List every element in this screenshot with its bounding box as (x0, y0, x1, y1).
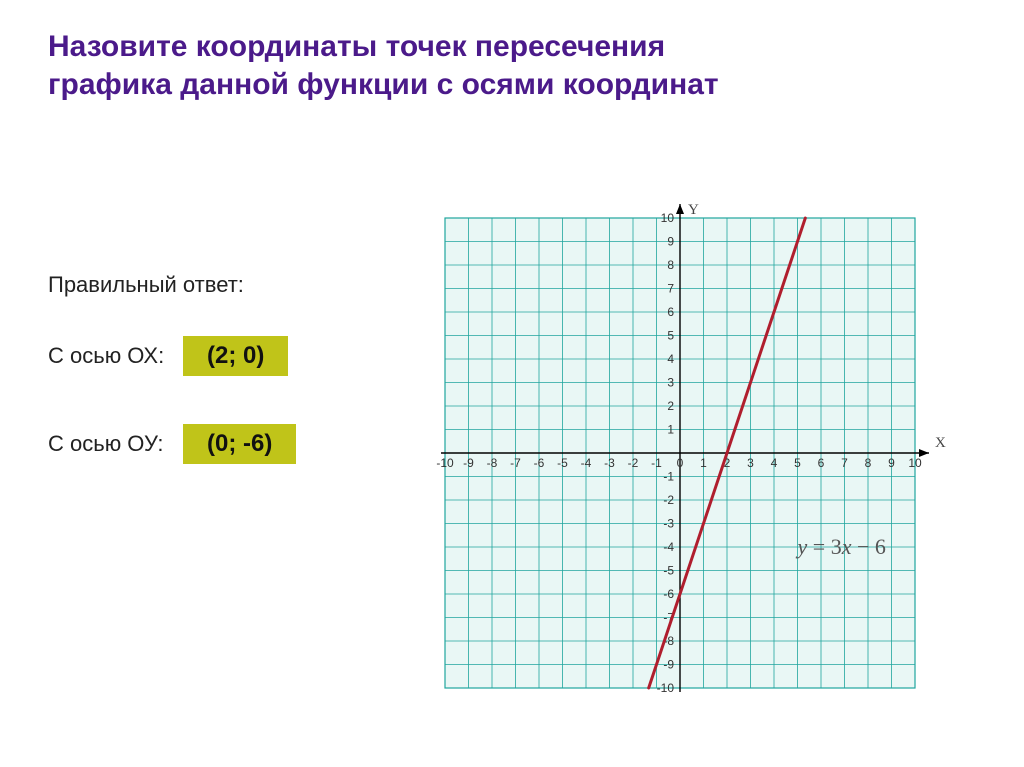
answers-block: Правильный ответ: С осью ОХ: (2; 0) С ос… (48, 272, 388, 512)
oy-row: С осью ОУ: (0; -6) (48, 424, 388, 464)
svg-text:-6: -6 (534, 456, 545, 470)
svg-text:10: 10 (908, 456, 922, 470)
ox-value-highlight: (2; 0) (183, 336, 288, 376)
svg-text:0: 0 (677, 456, 684, 470)
svg-text:-6: -6 (663, 587, 674, 601)
svg-text:Y: Y (688, 202, 699, 218)
svg-text:-2: -2 (628, 456, 639, 470)
svg-text:9: 9 (667, 235, 674, 249)
svg-text:-7: -7 (510, 456, 521, 470)
svg-text:4: 4 (771, 456, 778, 470)
svg-text:2: 2 (667, 399, 674, 413)
svg-text:3: 3 (747, 456, 754, 470)
svg-text:-9: -9 (463, 456, 474, 470)
svg-text:-10: -10 (436, 456, 454, 470)
svg-text:10: 10 (661, 211, 675, 225)
page-title: Назовите координаты точек пересечения гр… (48, 28, 768, 103)
svg-text:-3: -3 (663, 517, 674, 531)
svg-text:y = 3x − 6: y = 3x − 6 (796, 534, 886, 559)
svg-text:9: 9 (888, 456, 895, 470)
svg-text:-10: -10 (657, 681, 675, 695)
svg-text:6: 6 (818, 456, 825, 470)
ox-row: С осью ОХ: (2; 0) (48, 336, 388, 376)
ox-axis-label: С осью ОХ: (48, 343, 183, 369)
svg-text:8: 8 (865, 456, 872, 470)
svg-text:-9: -9 (663, 658, 674, 672)
svg-text:-4: -4 (663, 540, 674, 554)
svg-text:-1: -1 (651, 456, 662, 470)
oy-axis-label: С осью ОУ: (48, 431, 183, 457)
correct-answer-label: Правильный ответ: (48, 272, 388, 298)
svg-text:6: 6 (667, 305, 674, 319)
oy-value-highlight: (0; -6) (183, 424, 296, 464)
svg-text:1: 1 (700, 456, 707, 470)
svg-text:-3: -3 (604, 456, 615, 470)
svg-text:1: 1 (667, 423, 674, 437)
svg-text:7: 7 (667, 282, 674, 296)
svg-text:-2: -2 (663, 493, 674, 507)
svg-text:-5: -5 (663, 564, 674, 578)
svg-text:X: X (935, 435, 946, 451)
svg-text:-5: -5 (557, 456, 568, 470)
svg-text:-1: -1 (663, 470, 674, 484)
svg-text:-8: -8 (487, 456, 498, 470)
svg-text:3: 3 (667, 376, 674, 390)
svg-text:-4: -4 (581, 456, 592, 470)
svg-text:5: 5 (667, 329, 674, 343)
coordinate-chart: -10-9-8-7-6-5-4-3-2-1012345678910-10-9-8… (400, 198, 960, 708)
svg-text:4: 4 (667, 352, 674, 366)
svg-text:8: 8 (667, 258, 674, 272)
svg-text:5: 5 (794, 456, 801, 470)
svg-text:7: 7 (841, 456, 848, 470)
